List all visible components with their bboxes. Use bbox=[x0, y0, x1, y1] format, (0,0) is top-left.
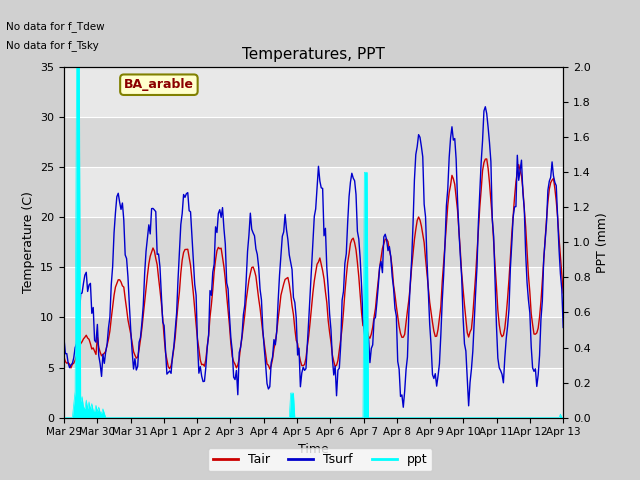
Bar bbox=[64, 317, 563, 368]
Bar bbox=[64, 117, 563, 168]
Text: No data for f_Tdew: No data for f_Tdew bbox=[6, 21, 105, 32]
Title: Temperatures, PPT: Temperatures, PPT bbox=[242, 47, 385, 62]
Y-axis label: Temperature (C): Temperature (C) bbox=[22, 192, 35, 293]
Bar bbox=[64, 217, 563, 267]
Text: BA_arable: BA_arable bbox=[124, 78, 194, 91]
Y-axis label: PPT (mm): PPT (mm) bbox=[596, 212, 609, 273]
X-axis label: Time: Time bbox=[298, 443, 329, 456]
Text: No data for f_Tsky: No data for f_Tsky bbox=[6, 40, 99, 51]
Legend: Tair, Tsurf, ppt: Tair, Tsurf, ppt bbox=[207, 448, 433, 471]
